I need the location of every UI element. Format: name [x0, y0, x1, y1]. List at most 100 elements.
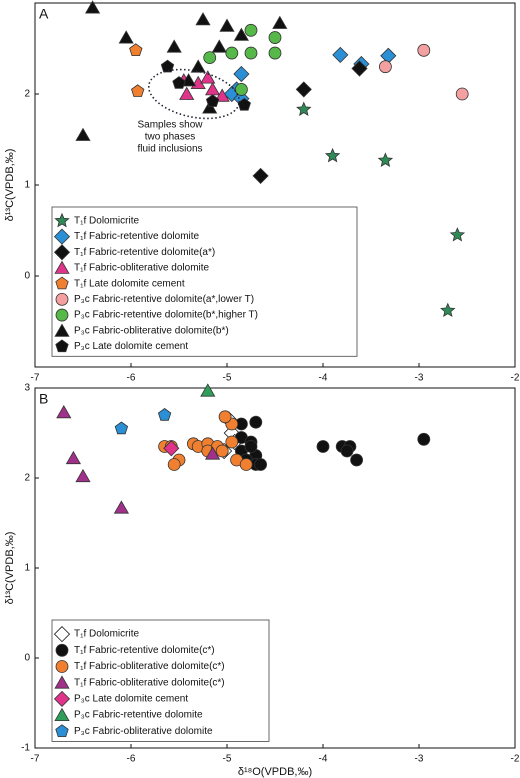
- marker: [75, 468, 91, 483]
- marker: [205, 446, 221, 460]
- marker: [202, 100, 218, 114]
- panel-label: B: [39, 391, 48, 407]
- legend-label: T₁f Late dolomite cement: [74, 278, 185, 289]
- x-axis-label: δ¹⁸O(VPDB,‰): [238, 766, 312, 778]
- marker: [225, 46, 239, 60]
- legend-label: T₁f Dolomicrite: [74, 215, 139, 226]
- marker: [114, 421, 129, 435]
- marker: [205, 94, 220, 107]
- legend-label: P₃c Fabric-retentive dolomite(a*,lower T…: [74, 294, 254, 305]
- legend-marker: [55, 308, 69, 322]
- x-tick-label: -2: [511, 754, 520, 765]
- legend-marker: [54, 707, 70, 721]
- marker: [225, 435, 239, 449]
- legend-label: P₃c Fabric-retentive dolomite(b*,higher …: [74, 310, 258, 321]
- legend-marker: [53, 228, 71, 245]
- marker: [417, 43, 431, 57]
- marker: [378, 60, 392, 74]
- legend-marker: [54, 675, 70, 689]
- legend-label: P₃c Late dolomite cement: [74, 694, 188, 705]
- marker: [296, 101, 312, 116]
- marker: [218, 410, 232, 424]
- y-tick-label: 3: [24, 383, 30, 394]
- marker: [166, 39, 182, 53]
- legend-label: T₁f Fabric-obliterative dolomite(c*): [74, 661, 225, 672]
- y-axis-label: δ¹³C(VPDB,‰): [4, 149, 16, 222]
- marker: [239, 458, 253, 471]
- x-tick-label: -4: [319, 754, 328, 765]
- legend-marker: [55, 276, 69, 290]
- legend-label: P₃c Fabric-obliterative dolomite(b*): [74, 325, 229, 336]
- y-tick-label: 0: [24, 653, 30, 664]
- marker: [350, 453, 364, 467]
- legend-label: P₃c Late dolomite cement: [74, 341, 188, 352]
- marker: [160, 59, 175, 73]
- marker: [167, 458, 181, 471]
- legend-marker: [55, 660, 69, 673]
- marker: [252, 167, 269, 184]
- marker: [324, 147, 341, 163]
- marker: [272, 15, 288, 29]
- legend-label: T₁f Fabric-retentive dolomite(a*): [74, 247, 215, 258]
- marker: [316, 440, 330, 453]
- marker: [249, 415, 263, 429]
- marker: [340, 444, 354, 458]
- marker: [203, 51, 217, 64]
- marker: [56, 404, 72, 419]
- marker: [417, 432, 431, 446]
- legend-marker: [55, 292, 69, 306]
- legend-marker: [54, 212, 70, 228]
- x-tick-label: -2: [511, 373, 520, 384]
- marker: [455, 87, 469, 101]
- legend-box: [51, 206, 358, 357]
- legend-marker: [54, 323, 70, 337]
- marker: [377, 152, 394, 167]
- marker: [200, 70, 216, 84]
- marker: [449, 227, 466, 242]
- x-tick-label: -3: [415, 373, 424, 384]
- marker: [131, 84, 145, 97]
- x-tick-label: -7: [31, 754, 40, 765]
- marker: [118, 30, 134, 44]
- marker: [215, 444, 229, 458]
- marker: [268, 46, 282, 60]
- legend-marker: [54, 260, 70, 274]
- legend-label: T₁f Fabric-retentive dolomite(c*): [74, 645, 215, 656]
- y-tick-label: -1: [21, 743, 30, 754]
- legend-label: T₁f Dolomicrite: [74, 629, 139, 640]
- marker: [129, 43, 143, 56]
- x-tick-label: -6: [127, 754, 136, 765]
- legend-marker: [55, 724, 69, 737]
- marker: [244, 23, 258, 37]
- marker: [440, 302, 456, 318]
- marker: [351, 60, 368, 77]
- x-tick-label: -5: [223, 754, 232, 765]
- marker: [244, 46, 258, 60]
- marker: [233, 27, 249, 41]
- legend-marker: [53, 244, 71, 261]
- marker: [172, 76, 186, 89]
- x-tick-label: -4: [319, 373, 328, 384]
- y-tick-label: 1: [24, 563, 30, 574]
- y-tick-label: 1: [24, 180, 30, 191]
- legend-label: T₁f Fabric-obliterative dolomite(c*): [74, 677, 225, 688]
- legend-marker: [53, 690, 71, 707]
- y-tick-label: 2: [24, 473, 30, 484]
- legend-label: T₁f Fabric-obliterative dolomite: [74, 263, 210, 274]
- legend-label: T₁f Fabric-retentive dolomite: [74, 231, 200, 242]
- marker: [244, 440, 258, 453]
- annotation: fluid inclusions: [137, 144, 202, 155]
- legend-marker: [53, 626, 71, 643]
- y-tick-label: 0: [24, 271, 30, 282]
- annotation: Samples show: [137, 120, 203, 131]
- marker: [205, 82, 221, 96]
- marker: [157, 408, 172, 421]
- marker: [214, 88, 230, 102]
- legend-label: P₃c Fabric-obliterative dolomite: [74, 726, 213, 737]
- marker: [211, 39, 227, 53]
- marker: [190, 59, 206, 73]
- marker: [234, 83, 248, 96]
- y-tick-label: 2: [24, 89, 30, 100]
- marker: [181, 73, 197, 87]
